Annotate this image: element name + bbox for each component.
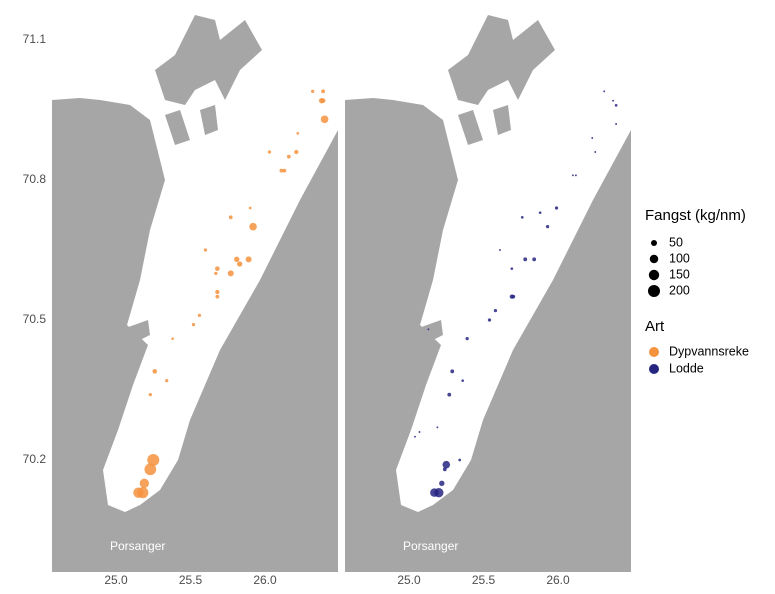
map-panel <box>52 12 338 572</box>
point <box>215 289 220 295</box>
point <box>147 454 160 466</box>
size-legend-mark <box>651 240 657 246</box>
point <box>591 137 594 139</box>
point <box>461 379 465 383</box>
point <box>532 257 537 262</box>
point <box>450 369 455 374</box>
y-tick-label: 70.5 <box>23 312 47 326</box>
point <box>430 488 439 497</box>
point <box>248 206 252 210</box>
point <box>510 267 514 271</box>
point <box>171 337 174 341</box>
point <box>133 487 144 498</box>
point <box>458 458 462 462</box>
point <box>493 309 498 313</box>
point <box>152 369 158 374</box>
point <box>245 256 252 263</box>
legend-label: Lodde <box>669 361 704 375</box>
point <box>197 313 202 317</box>
point <box>294 149 299 155</box>
point <box>418 431 421 433</box>
size-legend-label: 100 <box>669 251 690 265</box>
point <box>296 131 300 135</box>
point <box>554 206 559 210</box>
point <box>139 478 150 488</box>
x-tick-label: 26.0 <box>253 573 277 587</box>
point <box>571 174 574 177</box>
point <box>498 249 501 251</box>
x-tick-label: 25.0 <box>104 573 128 587</box>
point <box>442 467 447 472</box>
map-panel <box>345 12 631 572</box>
point <box>442 460 451 469</box>
point <box>574 174 577 177</box>
point <box>279 168 284 173</box>
point <box>320 98 326 103</box>
point <box>237 261 243 267</box>
point <box>436 426 439 429</box>
point <box>203 248 208 252</box>
point <box>538 211 542 215</box>
point <box>191 323 196 327</box>
x-tick-label: 25.5 <box>472 573 496 587</box>
x-tick-label: 26.0 <box>546 573 570 587</box>
point <box>487 318 492 322</box>
point <box>249 222 257 231</box>
point <box>603 90 606 93</box>
point <box>215 294 220 299</box>
point <box>282 168 287 173</box>
x-tick-label: 25.0 <box>397 573 421 587</box>
y-tick-label: 70.8 <box>23 172 47 186</box>
legend-swatch <box>649 347 659 357</box>
point <box>165 379 169 383</box>
size-legend-mark <box>648 285 660 297</box>
point <box>523 257 528 262</box>
point <box>311 89 315 93</box>
point <box>267 150 272 154</box>
legend-swatch <box>649 364 659 374</box>
point <box>614 103 618 107</box>
point <box>612 99 615 102</box>
annotation: Porsanger <box>403 539 458 553</box>
size-legend-title: Fangst (kg/nm) <box>645 207 746 224</box>
size-legend-label: 50 <box>669 235 683 249</box>
point <box>144 463 157 476</box>
point <box>427 328 430 331</box>
point <box>465 337 469 341</box>
point <box>615 123 618 125</box>
point <box>148 393 152 397</box>
point <box>286 154 291 159</box>
point <box>234 256 240 263</box>
size-legend-mark <box>649 254 659 264</box>
color-legend-title: Art <box>645 318 665 335</box>
point <box>321 89 326 94</box>
mark-layer <box>133 89 618 499</box>
point <box>594 151 597 153</box>
point <box>447 392 452 397</box>
point <box>414 435 416 438</box>
point <box>215 266 220 271</box>
size-legend-mark <box>648 269 660 281</box>
x-tick-label: 25.5 <box>179 573 203 587</box>
y-tick-label: 71.1 <box>23 32 47 46</box>
point <box>228 215 233 220</box>
annotation: Porsanger <box>110 539 165 553</box>
point <box>545 225 550 229</box>
legend-label: Dypvannsreke <box>669 344 749 358</box>
point <box>511 294 516 299</box>
point <box>520 215 524 219</box>
size-legend-label: 200 <box>669 283 690 297</box>
point <box>320 115 329 124</box>
point <box>227 270 234 277</box>
point <box>214 271 218 275</box>
size-legend-label: 150 <box>669 267 690 281</box>
point <box>439 480 445 487</box>
y-tick-label: 70.2 <box>23 452 47 466</box>
